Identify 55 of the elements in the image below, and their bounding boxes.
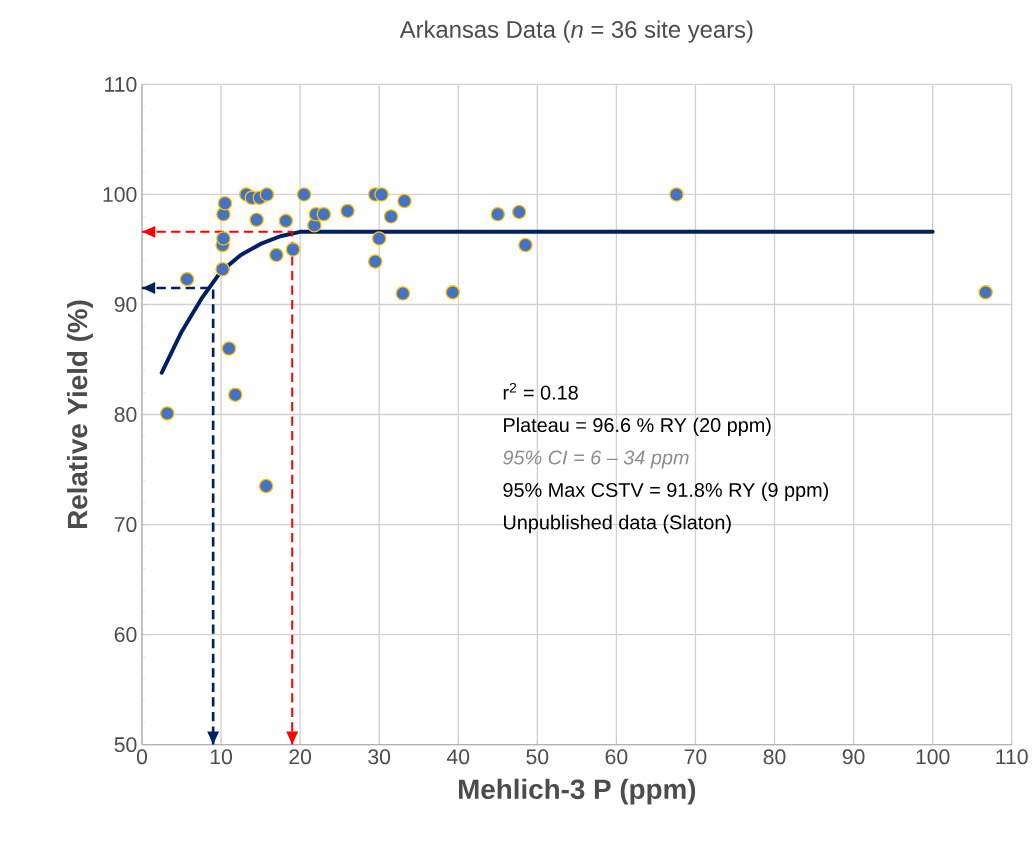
y-tick-label: 100 [103,187,137,202]
point [445,285,460,300]
point [259,187,275,202]
annotation: Unpublished data (Slaton) [503,514,731,534]
y-tick-label: 90 [114,297,137,313]
point [367,254,383,269]
x-tick-label: 0 [136,749,148,765]
x-tick-label: 100 [916,749,950,765]
y-axis-title: Relative Yield (%) [66,300,93,529]
annotation: Plateau = 96.6 % RY (20 ppm) [504,417,771,437]
annotation: r$^{2}$ = 0.18 [503,382,578,400]
point [296,187,312,202]
x-tick-label: 110 [996,749,1028,765]
point [511,204,527,220]
point [316,207,332,222]
point [228,387,243,403]
x-tick-label: 70 [684,749,707,765]
x-tick-label: 60 [605,749,628,765]
x-tick-label: 90 [842,749,865,765]
point [215,262,230,277]
point [340,203,355,219]
point [179,271,195,287]
point [258,478,274,494]
point [518,237,533,253]
y-tick-label: 80 [114,407,137,423]
point [249,212,264,228]
point [217,196,233,211]
point [285,242,301,257]
y-tick-label: 70 [114,517,137,533]
y-tick-label: 60 [114,627,137,643]
x-tick-label: 50 [526,749,549,765]
x-tick-label: 80 [763,749,786,765]
annotation: 95% Max CSTV = 91.8% RY (9 ppm) [503,482,829,501]
point [397,193,412,209]
annotation: 95% CI = 6 – 34 ppm [503,450,689,469]
point [160,406,175,421]
x-tick-label: 30 [368,749,391,765]
y-tick-label: 110 [105,76,137,92]
point [374,187,389,202]
chart-title: Arkansas Data (n = 36 site years) [399,20,753,43]
x-tick-label: 20 [289,749,312,765]
x-tick-label: 40 [446,749,470,765]
point [395,286,411,301]
point [371,231,387,246]
point [490,207,506,222]
point [216,231,231,246]
x-tick-label: 10 [210,749,232,765]
point [221,341,237,356]
point [669,187,684,202]
x-axis-title: Mehlich-3 P (ppm) [459,778,696,805]
point [278,213,294,229]
y-tick-label: 50 [114,737,137,753]
point [269,247,284,263]
point [978,285,993,300]
point [383,209,399,224]
